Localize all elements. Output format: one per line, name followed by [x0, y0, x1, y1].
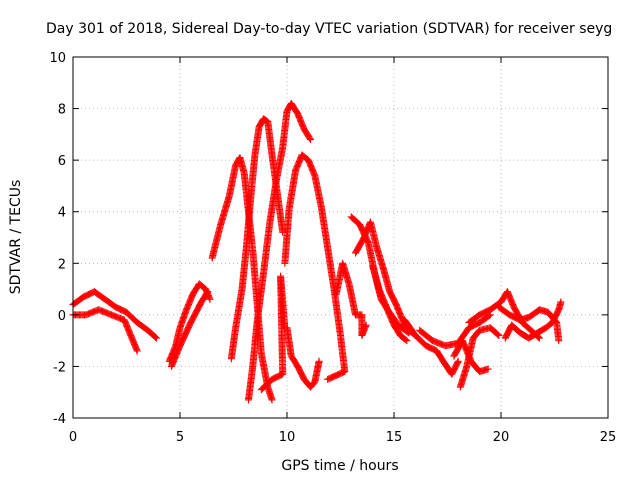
- data-point: [402, 336, 410, 344]
- data-point: [325, 375, 333, 383]
- x-tick-label: 5: [176, 430, 184, 445]
- data-point: [315, 357, 323, 365]
- data-point: [206, 295, 214, 303]
- series-arc-20: [501, 298, 565, 342]
- data-point: [152, 333, 160, 341]
- chart-title: Day 301 of 2018, Sidereal Day-to-day VTE…: [46, 21, 612, 37]
- data-point: [484, 365, 492, 373]
- data-point: [204, 288, 212, 296]
- series-arc-3: [165, 280, 214, 365]
- y-tick-label: 4: [58, 206, 66, 221]
- series-arc-11: [332, 259, 370, 339]
- data-point: [152, 334, 160, 342]
- series-arc-4: [167, 288, 212, 370]
- series-arc-9: [283, 324, 323, 391]
- data-point: [307, 136, 315, 144]
- series-arc-18: [456, 324, 503, 391]
- data-point: [454, 357, 462, 365]
- series-arc-10: [281, 151, 349, 383]
- data-point: [494, 331, 502, 339]
- data-point: [324, 375, 332, 383]
- x-tick-label: 10: [279, 430, 296, 445]
- x-tick-label: 15: [386, 430, 403, 445]
- y-tick-label: -4: [53, 412, 66, 427]
- x-tick-label: 20: [493, 430, 510, 445]
- data-point: [362, 321, 370, 329]
- x-tick-label: 0: [69, 430, 77, 445]
- series-arc-21: [495, 303, 563, 345]
- series-arc-1: [69, 288, 160, 342]
- x-tick-label: 25: [600, 430, 617, 445]
- data-point: [403, 337, 411, 345]
- y-tick-label: -2: [53, 360, 66, 375]
- data-point: [557, 298, 565, 306]
- data-point: [268, 396, 276, 404]
- series-arc-2: [69, 306, 141, 355]
- data-point: [454, 358, 462, 366]
- series-arc-14: [369, 262, 413, 337]
- data-point: [306, 134, 314, 142]
- y-tick-label: 0: [58, 309, 66, 324]
- data-point: [536, 334, 544, 342]
- y-tick-label: 2: [58, 257, 66, 272]
- series-arc-7: [244, 99, 315, 404]
- data-series: [69, 99, 565, 404]
- x-axis-label: GPS time / hours: [281, 458, 398, 474]
- series-arc-6: [227, 115, 287, 363]
- y-tick-label: 10: [49, 51, 66, 66]
- series-arc-15: [401, 316, 462, 378]
- data-point: [203, 289, 211, 297]
- y-tick-label: 6: [58, 154, 66, 169]
- data-point: [555, 337, 563, 345]
- data-point: [495, 331, 503, 339]
- y-axis-label: SDTVAR / TECUs: [8, 180, 24, 295]
- grid: [73, 57, 608, 418]
- series-arc-17: [450, 337, 492, 376]
- y-tick-label: 8: [58, 103, 66, 118]
- data-point: [133, 347, 141, 355]
- axis-ticks: 0 5 10 15 20 25 -4 -2 0 2 4 6 8 10: [49, 51, 616, 445]
- plot-frame: [72, 56, 609, 419]
- series-arc-13: [351, 218, 419, 339]
